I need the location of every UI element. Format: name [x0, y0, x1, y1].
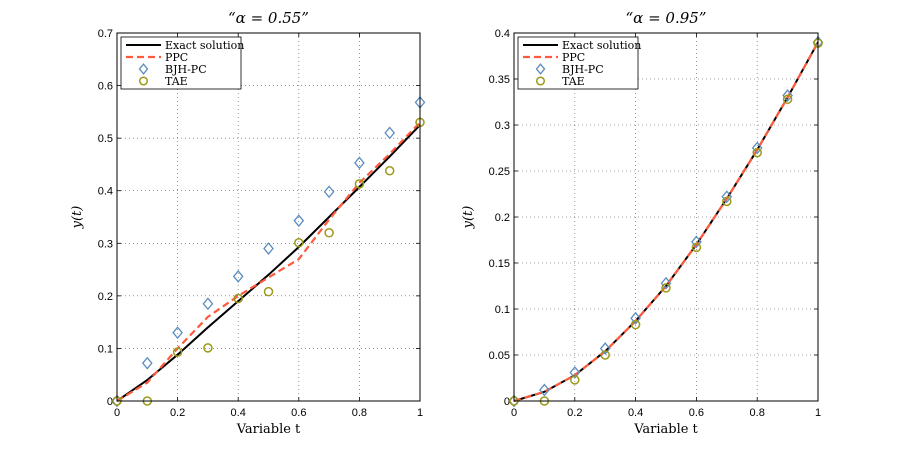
c095-xtick-label: 0.4: [628, 407, 643, 419]
c055-series-exact-solution: [116, 124, 421, 402]
c055-ytick-label: 0: [107, 396, 113, 408]
c095-legend-swatch-bjh-pc: [535, 63, 546, 75]
c055-xtick-label: 0.8: [352, 407, 367, 419]
c095-xtick-label: 0: [511, 407, 517, 419]
c055-point-tae: [203, 343, 213, 353]
c095-point-tae: [630, 319, 641, 330]
c095-xtick-label: 0.2: [567, 407, 582, 419]
c055-ytick-label: 0.1: [98, 343, 113, 355]
c095-xtick-label: 1: [815, 407, 821, 419]
c095-point-tae: [722, 196, 732, 207]
c055-point-tae: [384, 165, 395, 176]
c055-legend-label-exact-solution: Exact solution: [165, 39, 244, 52]
c095-xtick-label: 0.6: [689, 407, 704, 419]
c055-ytick-label: 0.2: [98, 291, 113, 303]
c095-ytick-label: 0: [504, 396, 510, 408]
c055-point-tae: [354, 179, 365, 189]
c095-xtick-label: 0.8: [750, 407, 765, 419]
c055-legend-label-ppc: PPC: [165, 51, 188, 64]
c055-point-bjh-pc: [141, 356, 153, 370]
c055-point-tae: [263, 286, 274, 297]
c055-xtick-label: 0.6: [291, 407, 306, 419]
c055-point-bjh-pc: [323, 185, 335, 199]
c055-ytick-label: 0.7: [98, 28, 113, 40]
c095-point-bjh-pc: [691, 235, 702, 249]
c095-ytick-label: 0.4: [495, 28, 510, 40]
c095-point-tae: [782, 94, 793, 104]
c055-ytick-label: 0.3: [98, 238, 113, 250]
c055-point-bjh-pc: [384, 126, 396, 140]
c095-point-bjh-pc: [782, 89, 793, 102]
c095-legend-label-bjh-pc: BJH-PC: [562, 63, 604, 76]
c095-ytick-label: 0.1: [495, 304, 510, 316]
c055-xtick-label: 0: [114, 407, 120, 419]
c095-legend-swatch-tae: [535, 76, 546, 86]
c095-point-tae: [570, 375, 580, 385]
c055-ytick-label: 0.6: [98, 81, 113, 93]
c055-point-bjh-pc: [263, 242, 274, 255]
c095-ytick-label: 0.35: [489, 74, 510, 86]
c055-point-tae: [324, 228, 334, 238]
c095-series-ppc: [513, 41, 819, 403]
c055-point-bjh-pc: [172, 326, 183, 340]
c055-axes-box: [116, 32, 421, 402]
chart-alpha-095: 0 0.2 0.4 0.6 0.8 1 0 0.05 0.1 0.15 0.2 0.25 0.3 0.35…: [461, 9, 824, 437]
c055-point-bjh-pc: [202, 297, 214, 311]
c095-legend-label-ppc: PPC: [562, 51, 585, 64]
c095-xlabel: Variable t: [633, 422, 698, 437]
c055-series-ppc: [116, 121, 421, 402]
c055-xtick-label: 0.4: [231, 407, 246, 419]
c055-point-bjh-pc: [232, 269, 244, 283]
c095-ytick-label: 0.3: [495, 120, 510, 132]
c055-point-bjh-pc: [354, 156, 365, 170]
c095-point-tae: [691, 242, 702, 253]
c095-title: “α = 0.95”: [626, 9, 707, 27]
c095-legend-label-exact-solution: Exact solution: [562, 39, 641, 52]
c055-title: “α = 0.55”: [228, 9, 309, 27]
c095-point-bjh-pc: [660, 276, 672, 290]
c055-point-bjh-pc: [293, 214, 305, 228]
c095-point-bjh-pc: [539, 383, 550, 397]
c095-ylabel: y(t): [461, 206, 476, 230]
c095-ytick-label: 0.2: [495, 212, 510, 224]
c055-xtick-label: 1: [417, 407, 423, 419]
c095-point-tae: [752, 147, 762, 158]
c095-ytick-label: 0.15: [489, 258, 510, 270]
c055-xlabel: Variable t: [236, 422, 301, 437]
c055-legend-swatch-bjh-pc: [138, 63, 149, 75]
c055-point-tae: [172, 347, 183, 357]
c095-point-bjh-pc: [751, 141, 763, 155]
c095-legend-label-tae: TAE: [562, 75, 585, 88]
c095-axes-box: [513, 32, 819, 402]
chart-alpha-055: 0 0.2 0.4 0.6 0.8 1 0 0.1 0.2 0.3 0.4 0.5 0.6 0.7 Exac…: [70, 9, 426, 437]
c095-point-tae: [661, 283, 671, 293]
c055-legend-label-bjh-pc: BJH-PC: [165, 63, 207, 76]
c095-point-tae: [600, 350, 610, 360]
c055-ytick-label: 0.4: [98, 186, 113, 198]
c055-ytick-label: 0.5: [98, 133, 113, 145]
c095-ytick-label: 0.25: [489, 166, 510, 178]
c095-ytick-label: 0.05: [489, 350, 510, 362]
c055-ylabel: y(t): [70, 206, 85, 230]
c055-legend-label-tae: TAE: [165, 75, 188, 88]
c095-point-bjh-pc: [630, 311, 641, 325]
c095-point-bjh-pc: [569, 366, 581, 379]
c055-plot-area: [117, 33, 420, 401]
c055-point-tae: [233, 293, 243, 304]
c095-point-bjh-pc: [599, 342, 611, 355]
c055-legend-swatch-tae: [138, 76, 149, 86]
c055-point-tae: [294, 238, 304, 248]
c055-xtick-label: 0.2: [170, 407, 185, 419]
c095-point-bjh-pc: [721, 190, 733, 204]
